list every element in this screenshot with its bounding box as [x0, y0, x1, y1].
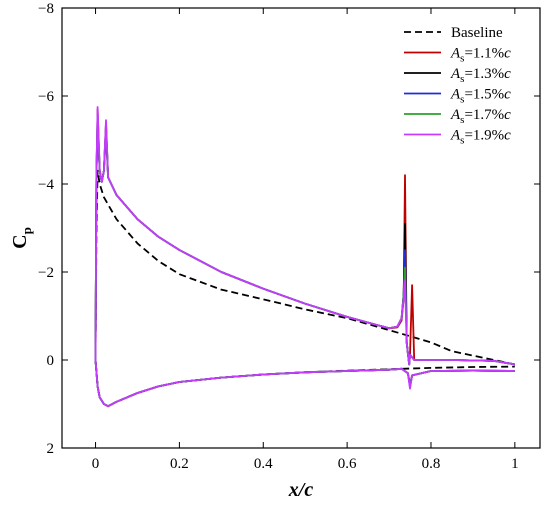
y-tick-label: −6: [38, 89, 54, 105]
series-line-2: [94, 125, 515, 408]
x-tick-label: 0.2: [170, 456, 189, 472]
x-axis-title: x/c: [288, 479, 314, 501]
series-line-1: [94, 108, 515, 408]
legend-label: As=1.9%c: [450, 128, 511, 147]
series-layer: [94, 106, 515, 408]
y-tick-label: −2: [38, 265, 54, 281]
x-tick-label: 0: [92, 456, 100, 472]
legend-label: As=1.7%c: [450, 107, 511, 126]
legend-label: As=1.3%c: [450, 66, 511, 85]
series-line-5: [94, 106, 515, 408]
x-tick-label: 0.8: [422, 456, 441, 472]
legend-label: As=1.5%c: [450, 87, 511, 106]
y-tick-label: 0: [47, 353, 55, 369]
series-line-4: [94, 112, 515, 408]
legend: Baseline As=1.1%cAs=1.3%c As=1.5%cAs=1.7%c…: [404, 25, 511, 147]
series-line-3: [94, 117, 515, 408]
y-axis-title-sub: p: [19, 227, 34, 234]
y-tick-label: −4: [38, 177, 54, 193]
plot-frame: [61, 7, 541, 449]
y-tick-label: −8: [38, 1, 54, 17]
y-axis-title: Cp: [9, 227, 34, 249]
axis-tick-labels: 0 0.2 0.4 0.6 0.8 1 2 0 −2 −4 −6 −8: [38, 1, 519, 472]
axis-ticks: [62, 7, 540, 449]
legend-label: As=1.1%c: [450, 46, 511, 65]
x-tick-label: 0.6: [338, 456, 357, 472]
x-tick-label: 0.4: [254, 456, 273, 472]
y-tick-label: 2: [47, 441, 55, 457]
y-axis-title-main: C: [9, 234, 31, 248]
legend-label: Baseline: [451, 25, 503, 41]
x-tick-label: 1: [511, 456, 519, 472]
